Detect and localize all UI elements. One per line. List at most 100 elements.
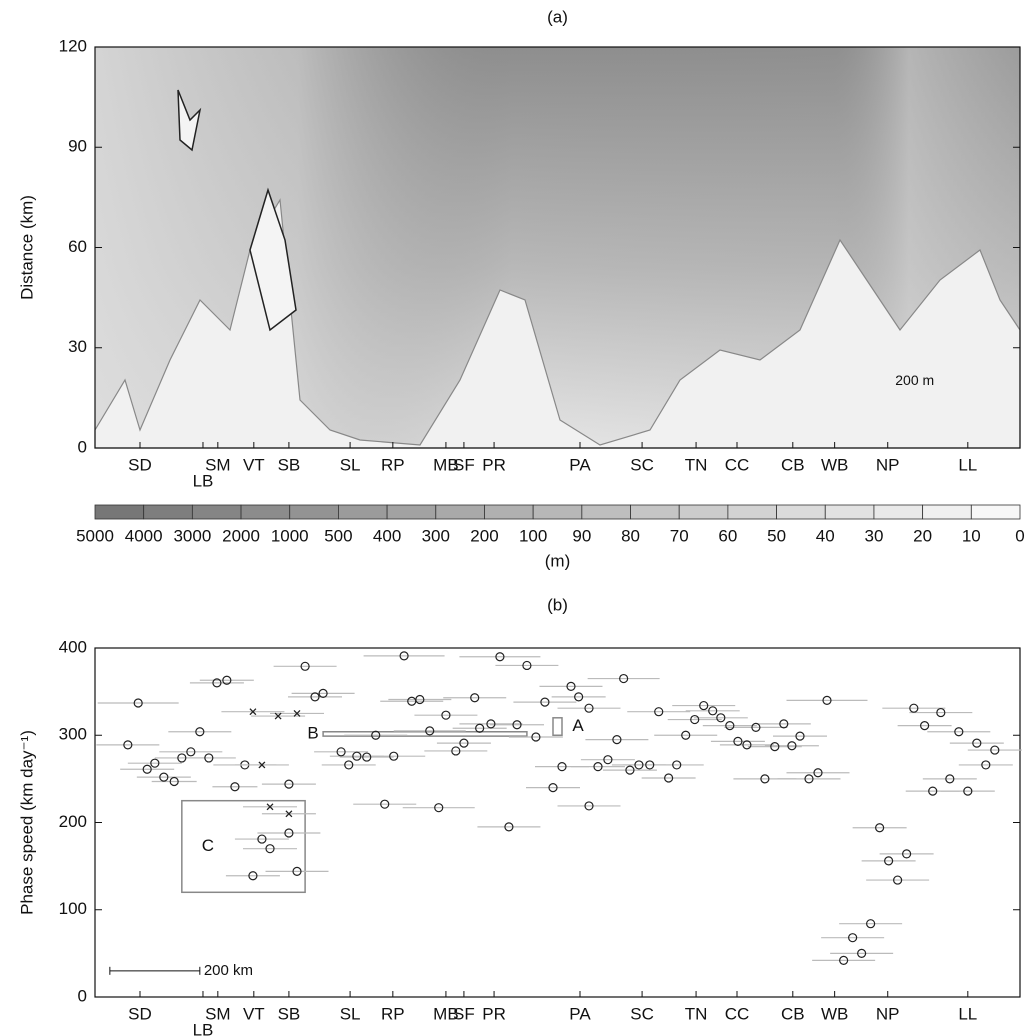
point xyxy=(531,732,541,742)
plot-frame xyxy=(94,647,1021,998)
x-tick-label: CC xyxy=(725,455,750,474)
point xyxy=(222,675,232,685)
x-tick-label: NP xyxy=(876,455,900,474)
colorbar-tick-label: 10 xyxy=(962,526,981,545)
x-tick-label: SB xyxy=(278,1004,301,1023)
point xyxy=(928,786,938,796)
point xyxy=(150,758,160,768)
point xyxy=(169,776,179,787)
point xyxy=(389,751,399,761)
colorbar-tick-label: 2000 xyxy=(222,526,260,545)
y-axis-label: Phase speed (km day⁻¹) xyxy=(17,730,36,915)
annotation-box xyxy=(322,731,528,737)
y-tick-label: 400 xyxy=(59,637,87,656)
point xyxy=(540,697,550,707)
annotation-label: C xyxy=(202,836,214,855)
point xyxy=(699,700,709,711)
point xyxy=(902,849,912,859)
chart-title: (a) xyxy=(547,7,568,26)
point xyxy=(293,709,301,717)
y-tick-label: 90 xyxy=(68,137,87,156)
point xyxy=(866,919,876,929)
x-tick-label: PA xyxy=(569,1004,591,1023)
x-tick-label: WB xyxy=(821,455,848,474)
colorbar-band xyxy=(435,504,485,520)
x-tick-label: RP xyxy=(381,1004,405,1023)
point xyxy=(664,773,674,783)
annotation-label: 200 m xyxy=(895,372,934,388)
x-tick-label: VT xyxy=(243,1004,265,1023)
point xyxy=(415,694,425,705)
colorbar-tick-label: 4000 xyxy=(125,526,163,545)
colorbar-tick-label: 90 xyxy=(572,526,591,545)
x-tick-label: SF xyxy=(453,1004,475,1023)
x-tick-label: TN xyxy=(685,455,708,474)
point xyxy=(681,730,691,740)
point xyxy=(566,681,576,691)
point xyxy=(557,762,567,772)
colorbar-tick-label: 1000 xyxy=(271,526,309,545)
point xyxy=(884,856,894,866)
y-axis-label: Distance (km) xyxy=(17,195,36,300)
scale-bar-label: 200 km xyxy=(204,962,253,979)
point xyxy=(574,692,584,702)
point xyxy=(249,708,257,716)
colorbar-band xyxy=(191,504,242,520)
x-tick-label: CC xyxy=(725,1004,750,1023)
colorbar-band xyxy=(824,504,875,520)
point xyxy=(857,948,867,958)
x-tick-label: PR xyxy=(482,455,506,474)
x-tick-label: SL xyxy=(340,455,361,474)
colorbar-tick-label: 60 xyxy=(718,526,737,545)
point xyxy=(266,803,274,811)
point xyxy=(470,693,480,703)
point xyxy=(522,660,532,671)
point xyxy=(362,752,372,762)
chart-title: (b) xyxy=(547,595,568,614)
point xyxy=(751,722,761,732)
point xyxy=(512,720,522,730)
point xyxy=(584,801,594,811)
point xyxy=(742,740,752,750)
y-tick-label: 200 xyxy=(59,812,87,831)
point xyxy=(725,721,735,731)
point xyxy=(212,678,222,688)
colorbar-band xyxy=(581,504,631,520)
point xyxy=(787,741,797,751)
point xyxy=(300,661,310,671)
point xyxy=(909,703,919,713)
y-tick-label: 0 xyxy=(78,986,87,1005)
point xyxy=(434,803,444,813)
colorbar-tick-label: 0 xyxy=(1015,526,1024,545)
point xyxy=(548,782,558,793)
colorbar-tick-label: 400 xyxy=(373,526,401,545)
point xyxy=(258,761,266,769)
point xyxy=(371,730,381,740)
point xyxy=(425,726,435,736)
colorbar-tick-label: 3000 xyxy=(173,526,211,545)
x-tick-label: CB xyxy=(781,1004,805,1023)
point xyxy=(612,735,622,745)
y-tick-label: 300 xyxy=(59,725,87,744)
colorbar-band xyxy=(727,504,777,520)
point xyxy=(990,745,1000,755)
annotation-box xyxy=(181,799,306,894)
colorbar-band xyxy=(630,504,680,520)
annotation-box xyxy=(552,717,563,736)
x-tick-label: CB xyxy=(781,455,805,474)
point xyxy=(459,738,469,748)
x-tick-label: LB xyxy=(193,1020,214,1036)
point xyxy=(795,731,805,741)
point xyxy=(760,774,770,784)
y-tick-label: 0 xyxy=(78,437,87,456)
point xyxy=(441,710,451,720)
point xyxy=(292,866,302,876)
colorbar-tick-label: 70 xyxy=(670,526,689,545)
point xyxy=(779,719,789,729)
colorbar-tick-label: 300 xyxy=(422,526,450,545)
point xyxy=(603,755,613,765)
colorbar-tick-label: 50 xyxy=(767,526,786,545)
y-tick-label: 30 xyxy=(68,337,87,356)
point xyxy=(177,753,187,763)
point xyxy=(813,768,823,778)
